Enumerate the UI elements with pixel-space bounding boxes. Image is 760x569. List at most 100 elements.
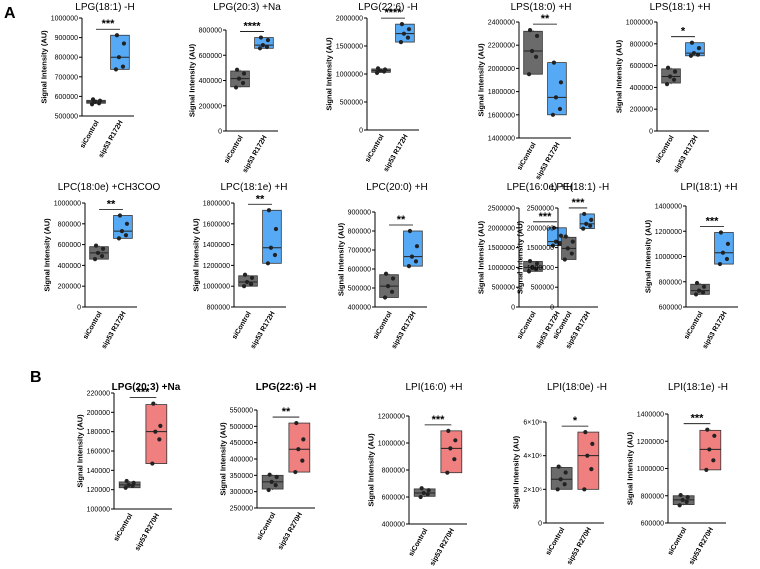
data-point: [534, 33, 540, 39]
data-point: [582, 487, 587, 492]
data-point: [95, 250, 101, 256]
data-point: [562, 257, 567, 262]
data-point: [234, 67, 240, 72]
data-point: [718, 230, 724, 235]
y-tick-label: 2000000: [488, 225, 515, 232]
data-point: [590, 441, 595, 446]
y-tick-label: 1600000: [203, 221, 230, 228]
y-tick-label: 700000: [348, 248, 371, 255]
data-point: [696, 288, 702, 293]
data-point: [553, 239, 559, 244]
data-point: [257, 46, 263, 51]
y-tick-label: 1800000: [488, 89, 515, 96]
data-point: [113, 67, 119, 72]
data-point: [274, 474, 279, 480]
y-axis-label: Signal Intensity (AU): [337, 222, 346, 296]
y-tick-label: 700000: [55, 74, 78, 81]
data-point: [556, 464, 561, 469]
y-tick-label: 1000000: [336, 72, 363, 79]
data-point: [704, 467, 709, 472]
data-point: [264, 44, 270, 50]
category-label: sip53 R172H: [383, 134, 410, 174]
data-point: [671, 77, 677, 82]
data-point: [665, 65, 671, 70]
data-point: [695, 52, 701, 57]
data-point: [558, 233, 564, 238]
data-point: [236, 76, 242, 81]
chart-title: LPE(16:0e) +H: [507, 182, 573, 193]
data-point: [158, 423, 163, 428]
y-tick-label: 800000: [382, 468, 405, 475]
chart-12: LPG(20:3) +Na 100000 120000 140000 160000 180…: [76, 382, 181, 552]
data-point: [389, 289, 395, 294]
y-axis-label: Signal Intensity (AU): [615, 39, 624, 113]
y-tick-label: 0: [77, 305, 81, 312]
y-tick-label: 1200000: [378, 414, 405, 421]
y-tick-label: 400000: [382, 522, 405, 529]
data-point: [582, 211, 587, 217]
y-axis-label: Signal Intensity (AU): [43, 218, 52, 292]
data-point: [678, 492, 683, 498]
data-point: [696, 46, 702, 51]
data-point: [711, 458, 716, 463]
significance-label: ***: [539, 211, 553, 223]
significance-label: **: [107, 198, 116, 210]
data-point: [717, 261, 723, 267]
chart-5: LPS(18:1) +H 0 200000 400000 600000 800000 100…: [615, 2, 711, 174]
chart-2: LPG(20:3) +Na 0 200000 400000 600000 800000 Si…: [188, 2, 282, 174]
y-tick-label: 140000: [87, 468, 110, 475]
y-tick-label: 4×10⁶: [523, 453, 542, 460]
data-point: [92, 257, 98, 262]
data-point: [584, 221, 589, 226]
data-point: [90, 97, 96, 102]
chart-7: LPC(18:1e) +H 800000 1000000 1200000 1400000…: [192, 182, 288, 350]
y-tick-label: 1600000: [488, 112, 515, 119]
y-tick-label: 500000: [55, 114, 78, 121]
y-tick-label: 0: [359, 128, 363, 135]
y-tick-label: 800000: [630, 41, 653, 48]
y-tick-label: 1800000: [203, 201, 230, 208]
y-tick-label: 1500000: [336, 44, 363, 51]
data-point: [268, 245, 274, 250]
data-point: [260, 43, 266, 48]
y-tick-label: 600000: [55, 94, 78, 101]
y-tick-label: 450000: [230, 440, 253, 447]
chart-11: LPI(18:1) +H 600000 800000 1000000 1200000 14…: [644, 182, 738, 350]
y-tick-label: 2500000: [488, 206, 515, 213]
category-label: sip53 R172H: [98, 119, 125, 159]
panel-label-b: B: [30, 369, 42, 386]
y-tick-label: 200000: [87, 410, 110, 417]
y-tick-label: 1400000: [655, 204, 682, 211]
category-label: sip53 R172H: [242, 135, 269, 175]
significance-label: ***: [102, 18, 116, 30]
data-point: [124, 478, 129, 484]
chart-title: LPC(18:1e) +H: [221, 182, 288, 193]
data-point: [258, 35, 264, 40]
chart-title: LPG(20:3) +Na: [213, 2, 281, 13]
y-tick-label: 1200000: [637, 439, 664, 446]
y-tick-label: 1400000: [488, 136, 515, 143]
category-label: siControl: [683, 310, 704, 340]
data-point: [273, 226, 279, 232]
significance-label: **: [397, 214, 406, 226]
y-tick-label: 400000: [348, 305, 371, 312]
y-axis-label: Signal Intensity (AU): [40, 30, 49, 104]
box-mutant: [113, 215, 133, 239]
data-point: [551, 60, 557, 65]
data-point: [272, 252, 278, 258]
y-tick-label: 1000000: [203, 284, 230, 291]
y-tick-label: 1200000: [203, 263, 230, 270]
significance-label: *: [573, 415, 578, 427]
y-tick-label: 0: [649, 129, 653, 136]
data-point: [526, 269, 532, 274]
y-tick-label: 550000: [230, 408, 253, 415]
data-point: [569, 251, 574, 256]
data-point: [558, 477, 563, 482]
data-point: [269, 479, 274, 484]
y-tick-label: 400000: [58, 263, 81, 270]
data-point: [419, 486, 424, 491]
data-point: [301, 437, 306, 442]
y-tick-label: 350000: [230, 473, 253, 480]
y-axis-label: Signal Intensity (AU): [219, 422, 228, 496]
data-point: [241, 284, 247, 289]
